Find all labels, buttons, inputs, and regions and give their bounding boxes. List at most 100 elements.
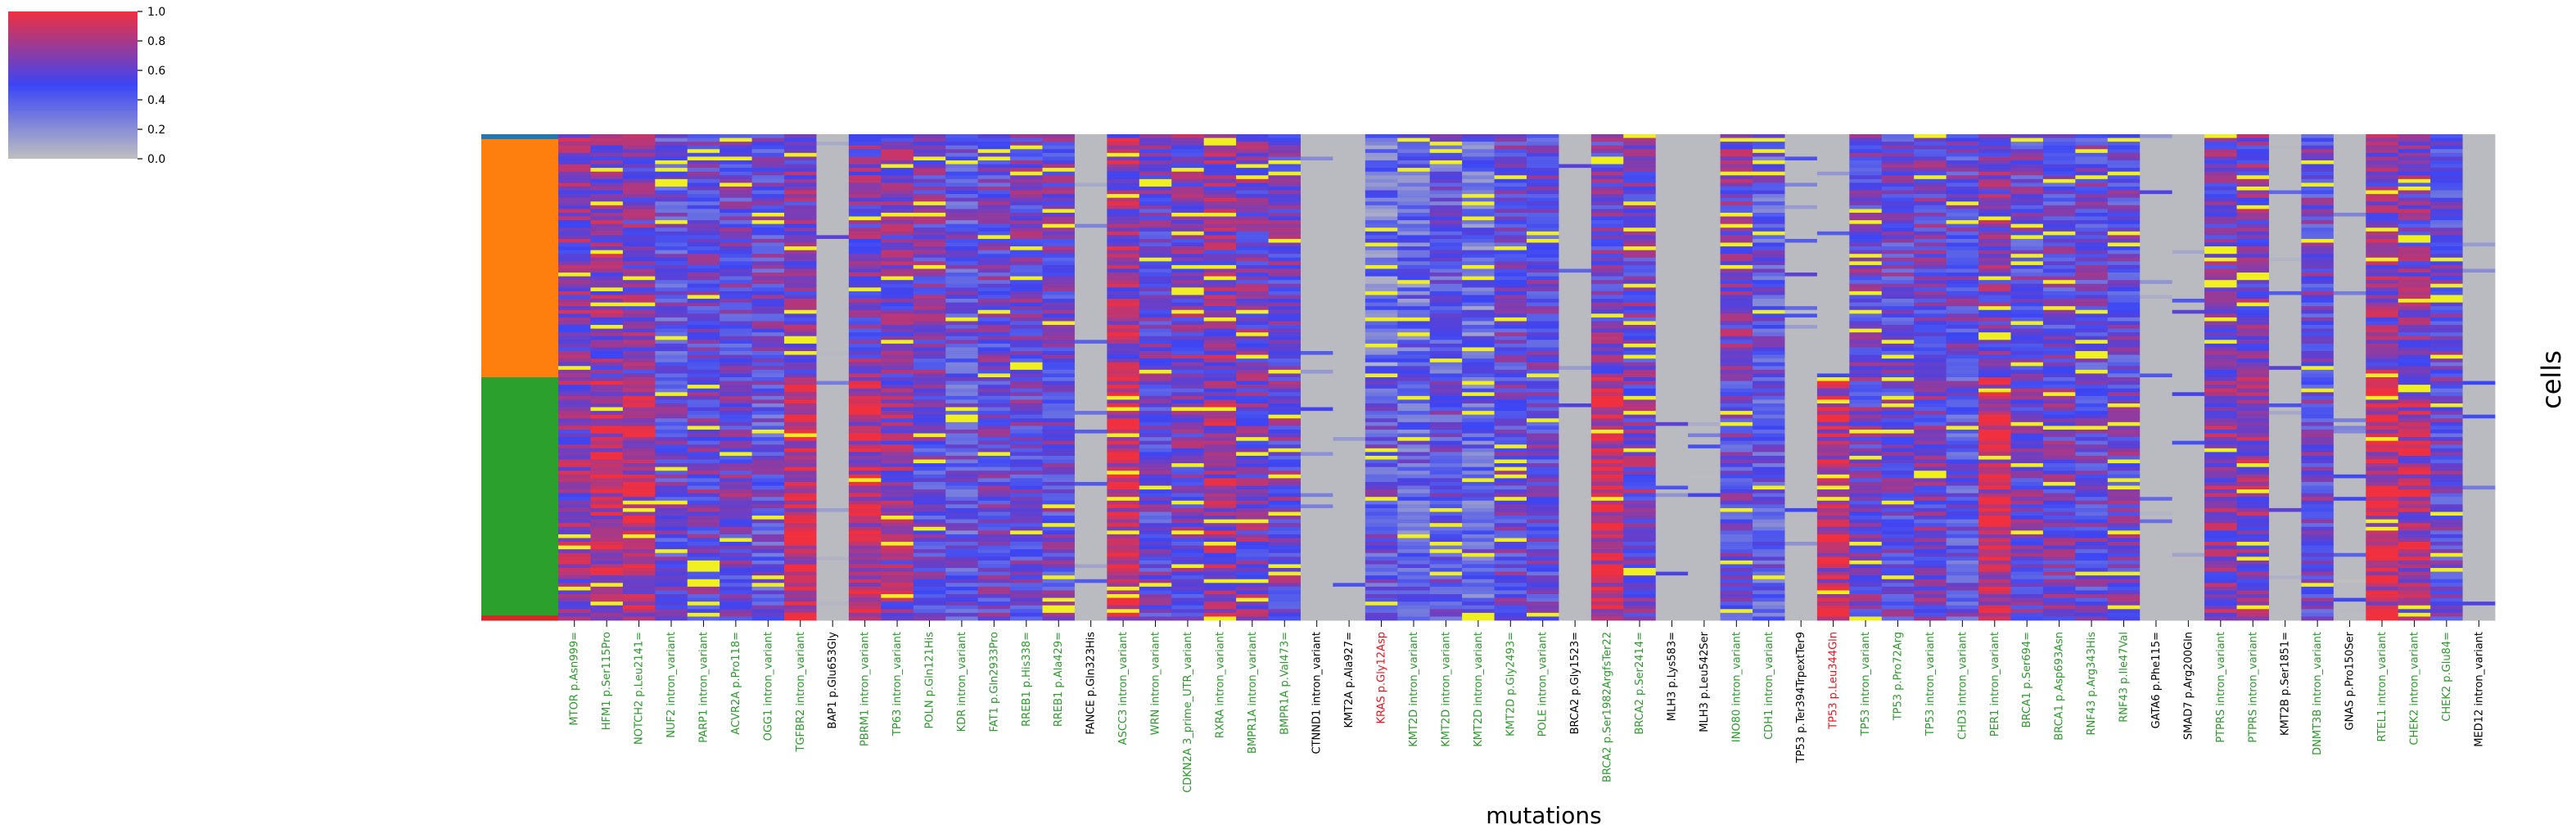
heatmap-cell — [1365, 142, 1398, 146]
heatmap-cell — [1559, 209, 1592, 214]
heatmap-cell — [1074, 579, 1108, 583]
heatmap-cell — [1300, 273, 1333, 277]
heatmap-cell — [1300, 362, 1333, 367]
heatmap-cell — [913, 362, 946, 367]
heatmap-cell — [1010, 455, 1043, 460]
heatmap-cell — [1365, 145, 1398, 150]
heatmap-cell — [977, 523, 1011, 528]
heatmap-cell — [1074, 471, 1108, 475]
heatmap-cell — [1139, 545, 1172, 550]
heatmap-cell — [881, 463, 914, 468]
heatmap-cell — [816, 455, 850, 460]
heatmap-cell — [1559, 526, 1592, 531]
heatmap-cell — [1365, 534, 1398, 538]
heatmap-cell — [1623, 238, 1657, 243]
heatmap-cell — [1236, 182, 1269, 187]
heatmap-cell — [687, 466, 720, 471]
heatmap-cell — [1333, 538, 1366, 543]
heatmap-cell — [1720, 190, 1753, 195]
heatmap-cell — [1429, 351, 1463, 355]
heatmap-cell — [977, 583, 1011, 588]
heatmap-cell — [1107, 190, 1140, 195]
heatmap-cell — [1688, 246, 1721, 251]
heatmap-cell — [977, 511, 1011, 516]
heatmap-cell — [1010, 295, 1043, 300]
heatmap-cell — [720, 583, 752, 588]
heatmap-cell — [1300, 485, 1333, 490]
heatmap-cell — [622, 395, 656, 400]
heatmap-cell — [913, 530, 946, 535]
heatmap-cell — [1397, 485, 1431, 490]
heatmap-cell — [1429, 340, 1463, 345]
heatmap-cell — [1139, 552, 1172, 557]
heatmap-cell — [1590, 268, 1624, 273]
heatmap-cell — [751, 228, 785, 232]
heatmap-cell — [1462, 268, 1495, 273]
heatmap-cell — [1107, 583, 1140, 588]
heatmap-cell — [720, 354, 752, 359]
heatmap-cell — [784, 388, 817, 393]
heatmap-cell — [622, 358, 656, 363]
heatmap-cell — [1397, 407, 1431, 412]
heatmap-cell — [720, 538, 752, 543]
heatmap-cell — [1010, 437, 1043, 442]
heatmap-cell — [1494, 228, 1527, 232]
heatmap-cell — [1236, 583, 1269, 588]
heatmap-cell — [848, 205, 882, 210]
heatmap-cell — [622, 164, 656, 169]
heatmap-cell — [1171, 242, 1205, 247]
heatmap-cell — [913, 385, 946, 390]
heatmap-cell — [1753, 216, 1785, 221]
heatmap-cell — [590, 354, 624, 359]
heatmap-cell — [1462, 212, 1495, 217]
heatmap-cell — [1236, 381, 1269, 385]
heatmap-cell — [1720, 463, 1753, 468]
heatmap-cell — [1623, 519, 1657, 524]
heatmap-cell — [1688, 414, 1721, 419]
heatmap-cell — [1559, 516, 1592, 520]
heatmap-cell — [1203, 381, 1237, 385]
heatmap-cell — [1300, 616, 1333, 621]
heatmap-cell — [1462, 264, 1495, 269]
heatmap-cell — [1268, 481, 1302, 486]
heatmap-cell — [1236, 616, 1269, 621]
heatmap-cell — [1300, 590, 1333, 595]
heatmap-cell — [1623, 459, 1657, 464]
heatmap-cell — [1753, 526, 1785, 531]
heatmap-cell — [558, 594, 591, 598]
heatmap-cell — [558, 474, 591, 479]
heatmap-cell — [1462, 250, 1495, 255]
heatmap-cell — [977, 594, 1011, 598]
heatmap-cell — [1074, 516, 1108, 520]
heatmap-cell — [590, 264, 624, 269]
heatmap-cell — [881, 145, 914, 150]
heatmap-cell — [1429, 220, 1463, 225]
heatmap-cell — [1042, 264, 1076, 269]
heatmap-cell — [1333, 616, 1366, 621]
heatmap-cell — [1655, 261, 1689, 266]
heatmap-cell — [1655, 152, 1689, 157]
heatmap-cell — [1429, 295, 1463, 300]
heatmap-cell — [1623, 511, 1657, 516]
heatmap-cell — [1655, 426, 1689, 430]
heatmap-cell — [816, 493, 850, 498]
heatmap-cell — [1397, 302, 1431, 307]
heatmap-cell — [558, 493, 591, 498]
heatmap-cell — [687, 313, 720, 318]
heatmap-cell — [1300, 268, 1333, 273]
heatmap-cell — [1559, 257, 1592, 262]
heatmap-cell — [1268, 418, 1302, 423]
heatmap-cell — [1753, 530, 1785, 535]
heatmap-cell — [1074, 152, 1108, 157]
heatmap-cell — [1300, 437, 1333, 442]
heatmap-cell — [977, 612, 1011, 617]
heatmap-cell — [1688, 403, 1721, 408]
heatmap-cell — [1527, 377, 1559, 381]
heatmap-cell — [816, 168, 850, 173]
heatmap-cell — [751, 250, 785, 255]
heatmap-cell — [751, 414, 785, 419]
heatmap-cell — [751, 500, 785, 505]
heatmap-cell — [848, 545, 882, 550]
heatmap-cell — [1333, 426, 1366, 430]
heatmap-cell — [1429, 601, 1463, 606]
